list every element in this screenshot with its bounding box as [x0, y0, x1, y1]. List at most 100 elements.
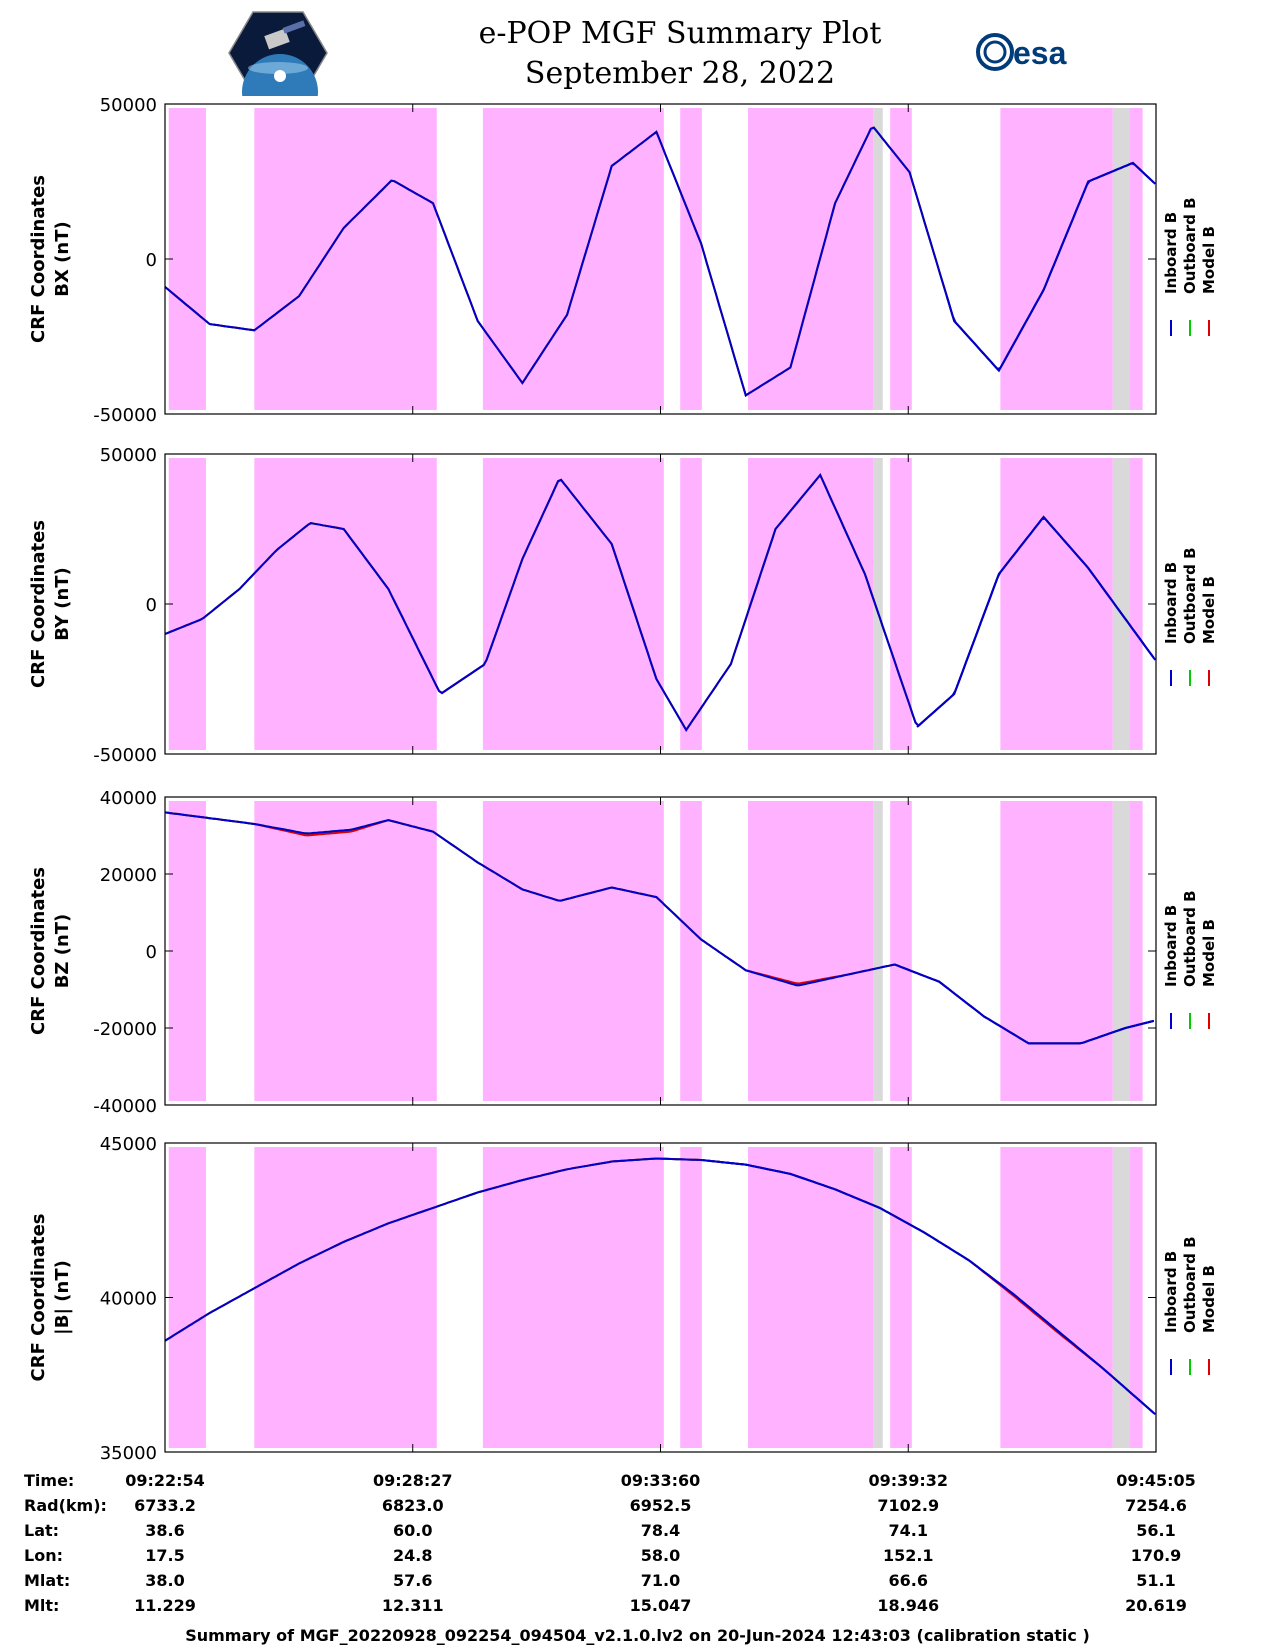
panel-3-ytick-label: 40000 — [100, 788, 157, 809]
ephemeris-cell: 6733.2 — [134, 1496, 196, 1515]
panel-3-gray-shade-2 — [1112, 801, 1130, 1101]
ephemeris-cell: 74.1 — [889, 1521, 928, 1540]
panel-3-legend-inboard-b: Inboard B — [1162, 905, 1180, 987]
panel-1-ytick-label: 50000 — [100, 95, 157, 116]
panel-1-magenta-shade-2 — [254, 108, 437, 410]
panel-4-ytick-label: 45000 — [100, 1134, 157, 1155]
panel-2-legend-outboard-b: Outboard B — [1181, 547, 1199, 644]
panel-2-ylabel-2: BY (nT) — [52, 567, 73, 641]
panel-3-gray-shade-1 — [873, 801, 883, 1101]
panel-3-ylabel-1: CRF Coordinates — [28, 867, 49, 1035]
panel-1-magenta-shade-5 — [747, 108, 874, 410]
panel-4-ylabel-1: CRF Coordinates — [28, 1214, 49, 1382]
ephemeris-cell: 20.619 — [1125, 1596, 1187, 1615]
ephemeris-cell: 24.8 — [393, 1546, 432, 1565]
ephemeris-row-label: Time: — [24, 1471, 74, 1490]
ephemeris-cell: 6823.0 — [382, 1496, 444, 1515]
panel-3-ytick-label: 0 — [146, 942, 157, 963]
ephemeris-cell: 78.4 — [641, 1521, 680, 1540]
ephemeris-cell: 170.9 — [1131, 1546, 1182, 1565]
ephemeris-cell: 66.6 — [889, 1571, 928, 1590]
panel-1-magenta-shade-6 — [890, 108, 912, 410]
panel-1-legend-model-b: Model B — [1200, 226, 1218, 294]
ephemeris-cell: 51.1 — [1136, 1571, 1175, 1590]
panel-2-line-inboard-b-overlay — [916, 517, 1157, 728]
ephemeris-cell: 18.946 — [877, 1596, 939, 1615]
panel-2-legend-inboard-b: Inboard B — [1162, 562, 1180, 644]
ephemeris-cell: 12.311 — [382, 1596, 444, 1615]
panel-3-magenta-shade-1 — [168, 801, 206, 1101]
ephemeris-cell: 17.5 — [145, 1546, 184, 1565]
panel-3-magenta-shade-2 — [254, 801, 437, 1101]
ephemeris-row-label: Mlt: — [24, 1596, 59, 1615]
panel-1-magenta-shade-8 — [1129, 108, 1143, 410]
panel-4-magenta-shade-4 — [680, 1147, 702, 1448]
ephemeris-cell: 7254.6 — [1125, 1496, 1187, 1515]
panel-4-line-inboard-b-overlay — [708, 1159, 1156, 1416]
panel-3-magenta-shade-5 — [747, 801, 874, 1101]
ephemeris-cell: 09:33:60 — [621, 1471, 701, 1490]
panel-4-magenta-shade-6 — [890, 1147, 912, 1448]
panel-4-magenta-shade-1 — [168, 1147, 206, 1448]
panel-4-magenta-shade-5 — [747, 1147, 874, 1448]
panel-1-ylabel-2: BX (nT) — [52, 221, 73, 296]
ephemeris-cell: 09:22:54 — [125, 1471, 205, 1490]
panel-3-magenta-shade-7 — [1000, 801, 1113, 1101]
ephemeris-cell: 56.1 — [1136, 1521, 1175, 1540]
panel-3-ytick-label: -40000 — [93, 1096, 157, 1117]
ephemeris-row-label: Lat: — [24, 1521, 59, 1540]
ephemeris-cell: 6952.5 — [630, 1496, 692, 1515]
panel-3-legend-model-b: Model B — [1200, 919, 1218, 987]
ephemeris-cell: 152.1 — [883, 1546, 934, 1565]
panel-1-magenta-shade-3 — [482, 108, 664, 410]
panel-3-magenta-shade-6 — [890, 801, 912, 1101]
panel-2-ylabel-1: CRF Coordinates — [28, 520, 49, 688]
panel-2-magenta-shade-4 — [680, 458, 702, 750]
title-line-2: September 28, 2022 — [524, 56, 836, 91]
panel-1-magenta-shade-1 — [168, 108, 206, 410]
panel-3-ytick-label: -20000 — [93, 1019, 157, 1040]
title-line-1: e-POP MGF Summary Plot — [478, 16, 882, 51]
panel-3-line-inboard-b-overlay — [894, 963, 1155, 1045]
esa-logo-text: esa — [1013, 35, 1067, 71]
panel-4-legend-outboard-b: Outboard B — [1181, 1236, 1199, 1333]
panel-1-legend-inboard-b: Inboard B — [1162, 212, 1180, 294]
ephemeris-cell: 11.229 — [134, 1596, 196, 1615]
panel-2-gray-shade-2 — [1112, 458, 1130, 750]
panel-4-magenta-shade-8 — [1129, 1147, 1143, 1448]
panel-3-magenta-shade-3 — [482, 801, 664, 1101]
panel-2-ytick-label: -50000 — [93, 745, 157, 766]
panel-3-magenta-shade-4 — [680, 801, 702, 1101]
ephemeris-cell: 09:28:27 — [373, 1471, 453, 1490]
panel-1-gray-shade-2 — [1112, 108, 1130, 410]
footer-summary: Summary of MGF_20220928_092254_094504_v2… — [185, 1626, 1090, 1645]
panel-2-gray-shade-1 — [873, 458, 883, 750]
panel-4-legend-inboard-b: Inboard B — [1162, 1251, 1180, 1333]
ephemeris-row-label: Rad(km): — [24, 1496, 107, 1515]
panel-4-legend-model-b: Model B — [1200, 1265, 1218, 1333]
panel-1-ytick-label: -50000 — [93, 405, 157, 426]
ephemeris-cell: 71.0 — [641, 1571, 680, 1590]
panel-1-line-inboard-b-overlay — [945, 162, 1156, 371]
ephemeris-row-label: Mlat: — [24, 1571, 70, 1590]
panel-2-magenta-shade-5 — [747, 458, 874, 750]
panel-3-ylabel-2: BZ (nT) — [52, 914, 73, 989]
panel-2-magenta-shade-3 — [482, 458, 664, 750]
panel-4-magenta-shade-3 — [482, 1147, 664, 1448]
panel-2-magenta-shade-8 — [1129, 458, 1143, 750]
panel-3-legend-outboard-b: Outboard B — [1181, 890, 1199, 987]
panel-1-gray-shade-1 — [873, 108, 883, 410]
panel-1-magenta-shade-4 — [680, 108, 702, 410]
ephemeris-cell: 09:39:32 — [868, 1471, 948, 1490]
ephemeris-cell: 58.0 — [641, 1546, 680, 1565]
panel-2-ytick-label: 50000 — [100, 445, 157, 466]
panel-2-magenta-shade-7 — [1000, 458, 1113, 750]
ephemeris-cell: 09:45:05 — [1116, 1471, 1196, 1490]
panel-4-gray-shade-2 — [1112, 1147, 1130, 1448]
panel-3-ytick-label: 20000 — [100, 865, 157, 886]
ephemeris-cell: 7102.9 — [877, 1496, 939, 1515]
panel-4-ytick-label: 35000 — [100, 1443, 157, 1464]
panel-2-ytick-label: 0 — [146, 595, 157, 616]
panel-1-legend-outboard-b: Outboard B — [1181, 197, 1199, 294]
